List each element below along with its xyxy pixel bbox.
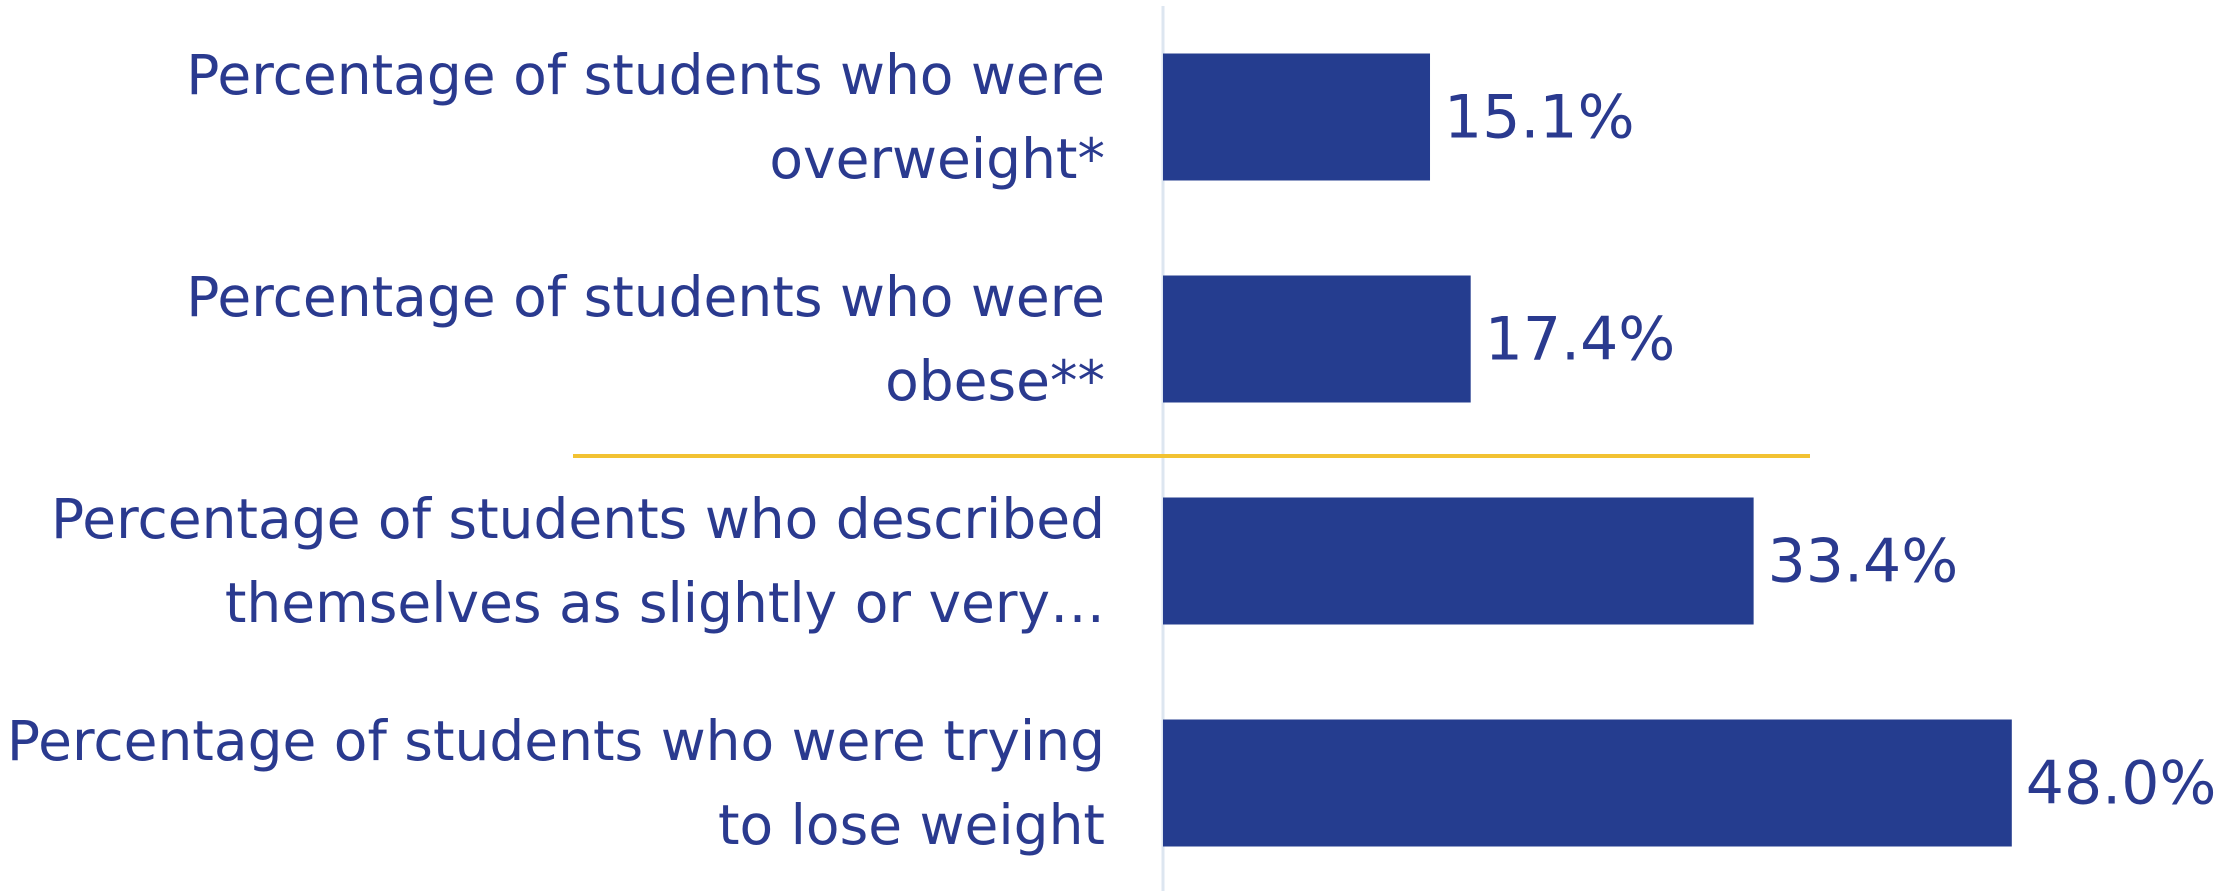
bar: [1163, 497, 1754, 625]
bar: [1163, 53, 1431, 181]
category-label-box: Percentage of students who were overweig…: [0, 6, 1105, 228]
bar: [1163, 275, 1471, 403]
category-label: Percentage of students who were trying t…: [6, 709, 1105, 857]
category-label: Percentage of students who described the…: [51, 487, 1105, 635]
category-label-box: Percentage of students who described the…: [0, 450, 1105, 672]
value-label: 17.4%: [1485, 305, 1676, 375]
category-label: Percentage of students who were obese**: [186, 265, 1105, 413]
value-label: 48.0%: [2026, 749, 2217, 819]
category-label-box: Percentage of students who were obese**: [0, 228, 1105, 450]
value-label: 33.4%: [1768, 527, 1959, 597]
bar: [1163, 719, 2012, 847]
category-label: Percentage of students who were overweig…: [186, 43, 1105, 191]
category-label-box: Percentage of students who were trying t…: [0, 672, 1105, 894]
value-label: 15.1%: [1444, 83, 1635, 153]
